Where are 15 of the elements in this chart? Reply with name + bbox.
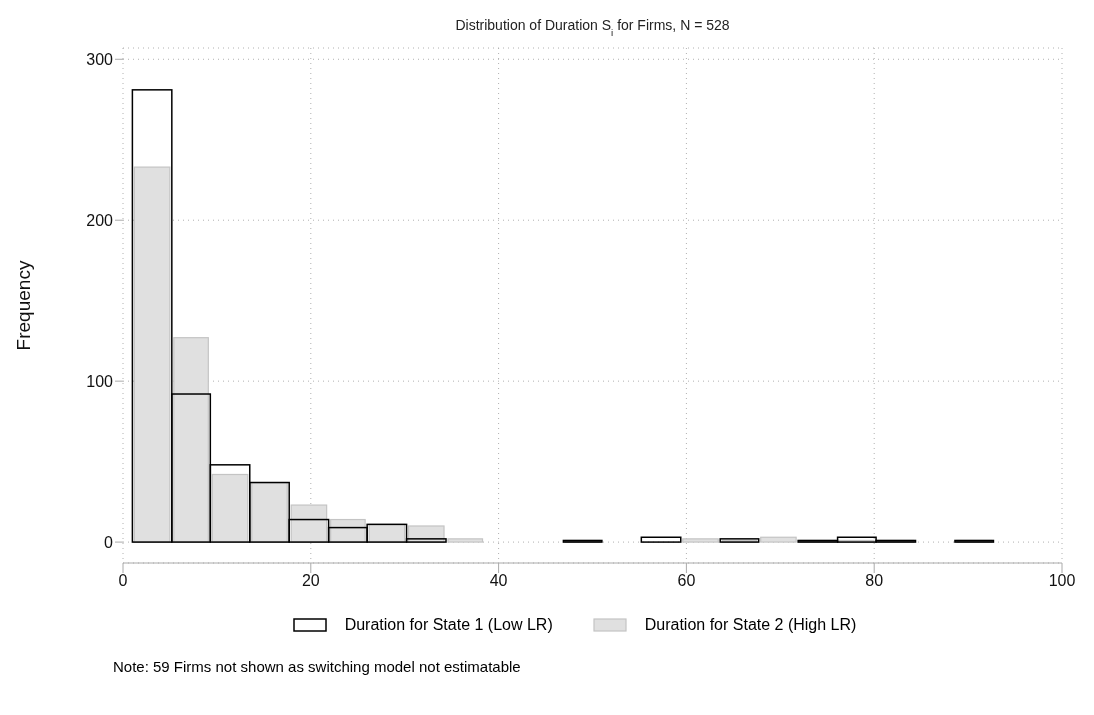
x-tick-label: 40 (489, 572, 508, 590)
x-tick-label: 0 (118, 572, 128, 590)
x-tick-label: 60 (677, 572, 696, 590)
y-tick-label: 100 (86, 372, 114, 390)
x-tick-label: 100 (1048, 572, 1076, 590)
chart-title: Distribution of Duration S$_{i}$ for Firms, N = 528 (455, 17, 730, 38)
y-tick-label: 0 (104, 533, 114, 551)
x-tick-label: 20 (301, 572, 320, 590)
x-tick-label: 80 (865, 572, 884, 590)
y-tick-label: 300 (86, 50, 114, 68)
legend-label: Duration for State 2 (High LR) (644, 616, 857, 634)
text: Note: 59 Firms not shown as switching model not estimatable (113, 658, 522, 675)
y-axis-title: Frequency (12, 260, 34, 351)
legend-label: Duration for State 1 (Low LR) (344, 616, 553, 634)
y-tick-label: 200 (86, 211, 114, 229)
